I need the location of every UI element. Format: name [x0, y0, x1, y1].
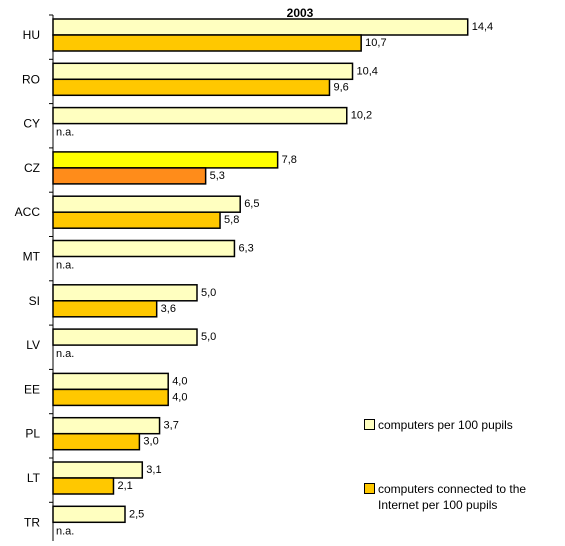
- bar-mt-series1: [52, 239, 236, 258]
- value-label-acc-series1: 6,5: [244, 198, 259, 210]
- bar-pl-series1: [52, 416, 161, 435]
- category-label-cz: CZ: [24, 161, 40, 175]
- bar-pl-series2: [52, 432, 141, 451]
- bar-lt-series1: [52, 461, 144, 479]
- value-label-mt-series1: 6,3: [238, 243, 253, 255]
- category-label-hu: HU: [23, 28, 40, 42]
- bar-lt-series2: [52, 477, 115, 495]
- value-label-lt-series2: 2,1: [117, 480, 132, 492]
- bar-cy-series1: [52, 106, 348, 125]
- bar-si-series2: [52, 300, 158, 318]
- legend-item-internet: computers connected to the Internet per …: [364, 481, 564, 513]
- na-label-cy: n.a.: [56, 127, 74, 139]
- bar-ro-series2: [52, 78, 331, 97]
- category-label-pl: PL: [25, 427, 40, 441]
- bar-hu-series2: [52, 34, 362, 52]
- bar-lv-series1: [52, 328, 198, 346]
- category-label-lt: LT: [27, 471, 41, 485]
- value-label-si-series1: 5,0: [201, 287, 216, 299]
- value-label-lt-series1: 3,1: [146, 464, 161, 476]
- bar-acc-series2: [52, 211, 221, 229]
- category-label-ro: RO: [22, 72, 40, 86]
- value-label-si-series2: 3,6: [161, 303, 176, 315]
- value-label-ee-series2: 4,0: [172, 391, 187, 403]
- value-label-cz-series2: 5,3: [210, 170, 225, 182]
- legend-swatch-computers: [364, 419, 375, 430]
- bar-ee-series2: [52, 388, 169, 407]
- na-label-lv: n.a.: [56, 348, 74, 360]
- category-label-mt: MT: [23, 250, 41, 264]
- bar-si-series1: [52, 284, 198, 302]
- value-label-pl-series2: 3,0: [143, 436, 158, 448]
- chart-title: 2003: [287, 6, 314, 20]
- category-label-tr: TR: [24, 515, 40, 529]
- category-label-cy: CY: [23, 117, 40, 131]
- category-label-acc: ACC: [15, 205, 41, 219]
- legend-label-computers: computers per 100 pupils: [378, 418, 513, 432]
- na-label-mt: n.a.: [56, 260, 74, 272]
- bar-hu-series1: [52, 18, 469, 36]
- category-label-ee: EE: [24, 382, 40, 396]
- value-label-ro-series1: 10,4: [357, 65, 378, 77]
- bar-cz-series1: [52, 151, 279, 169]
- value-label-cz-series1: 7,8: [282, 154, 297, 166]
- value-label-acc-series2: 5,8: [224, 214, 239, 226]
- value-label-hu-series2: 10,7: [365, 37, 386, 49]
- value-label-ro-series2: 9,6: [333, 81, 348, 93]
- legend-label-internet: computers connected to the Internet per …: [378, 482, 527, 512]
- legend-swatch-internet: [364, 483, 375, 494]
- bar-tr-series1: [52, 505, 126, 524]
- bar-cz-series2: [52, 167, 207, 185]
- bar-ee-series1: [52, 372, 169, 391]
- value-label-cy-series1: 10,2: [351, 110, 372, 122]
- value-label-hu-series1: 14,4: [472, 21, 493, 33]
- value-label-pl-series1: 3,7: [164, 420, 179, 432]
- legend-item-computers: computers per 100 pupils: [364, 417, 513, 433]
- bar-ro-series1: [52, 62, 354, 81]
- category-label-lv: LV: [26, 338, 40, 352]
- category-label-si: SI: [29, 294, 40, 308]
- bar-acc-series1: [52, 195, 241, 213]
- na-label-tr: n.a.: [56, 525, 74, 537]
- value-label-ee-series1: 4,0: [172, 375, 187, 387]
- value-label-tr-series1: 2,5: [129, 508, 144, 520]
- value-label-lv-series1: 5,0: [201, 331, 216, 343]
